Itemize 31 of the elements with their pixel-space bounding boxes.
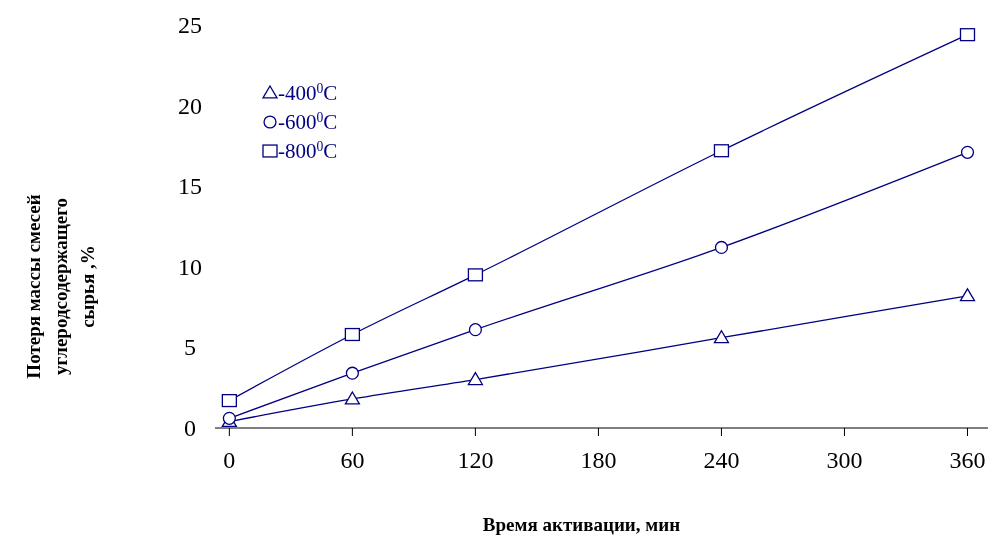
- x-tick-label: 0: [223, 447, 236, 473]
- x-tick-label: 240: [703, 447, 740, 473]
- x-tick-label: 120: [457, 447, 494, 473]
- point: [344, 391, 361, 405]
- x-axis-title: Время активации, мин: [482, 514, 681, 535]
- point: [713, 144, 730, 158]
- point: [959, 288, 976, 302]
- y-tick-label: 10: [178, 253, 202, 280]
- y-tick-label: 5: [184, 334, 196, 361]
- x-tick-label: 60: [340, 447, 365, 473]
- point: [960, 145, 975, 159]
- y-tick-label: 15: [178, 173, 202, 200]
- point: [467, 371, 484, 386]
- point: [714, 240, 729, 255]
- x-tick-label: 300: [826, 447, 863, 473]
- point: [713, 330, 730, 344]
- point: [468, 323, 482, 337]
- x-tick-label: 360: [949, 447, 986, 473]
- legend-label: -400$^{0}$C: [278, 80, 338, 105]
- point: [221, 394, 237, 408]
- legend-label: -800$^{0}$C: [278, 138, 338, 163]
- y-tick-label: 25: [178, 12, 202, 38]
- point: [345, 366, 359, 380]
- y-tick-label: 0: [184, 415, 196, 441]
- legend-label: -600$^{0}$C: [278, 109, 338, 134]
- point: [467, 268, 484, 282]
- y-tick-label: 20: [178, 92, 202, 119]
- point: [344, 327, 361, 342]
- point: [959, 28, 976, 42]
- x-tick-label: 180: [580, 447, 617, 473]
- y-axis-title: Потеря массы смесей углеродсодержащего сырья ,%: [23, 194, 98, 379]
